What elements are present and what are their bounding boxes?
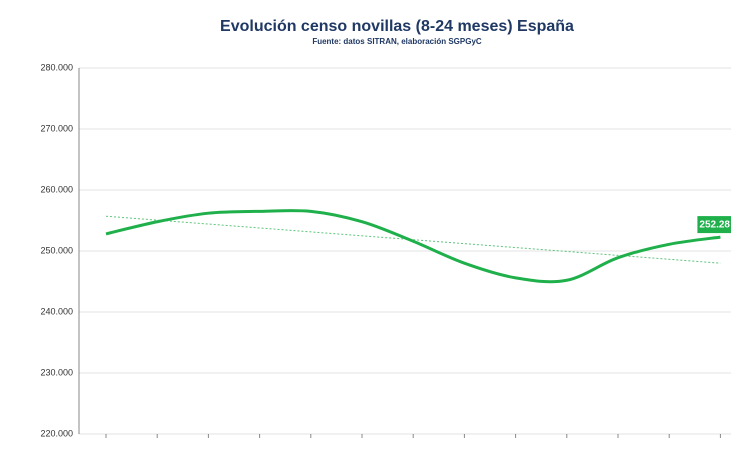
y-tick-label: 220.000 [40,428,73,438]
chart-subtitle: Fuente: datos SITRAN, elaboración SGPGyC [312,37,482,46]
value-label: 252.28 [699,220,730,231]
y-tick-label: 240.000 [40,306,73,316]
y-tick-label: 280.000 [40,62,73,72]
chart-title: Evolución censo novillas (8-24 meses) Es… [220,18,574,35]
value-label-box [697,216,731,234]
y-tick-label: 270.000 [40,123,73,133]
y-tick-label: 230.000 [40,367,73,377]
y-tick-label: 250.000 [40,245,73,255]
series-line [105,209,721,284]
y-tick-label: 260.000 [40,184,73,194]
